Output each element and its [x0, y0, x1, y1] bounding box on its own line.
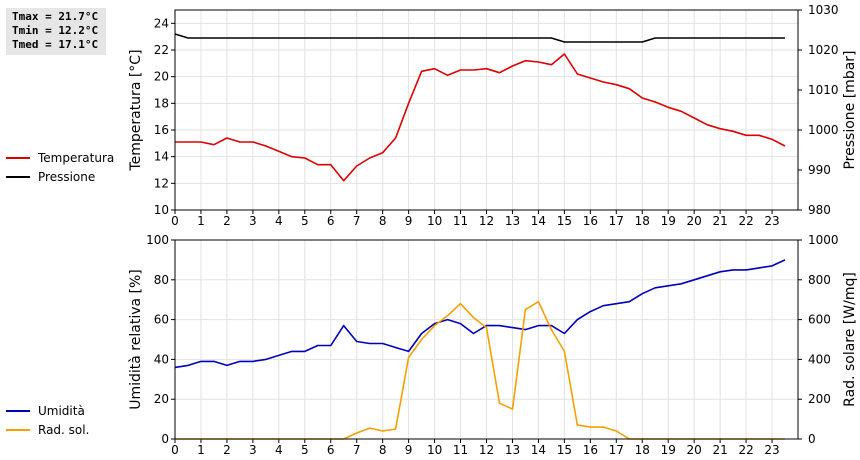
chart-2-x-tick-label: 17 [609, 443, 624, 457]
chart-1-x-tick-label: 19 [661, 214, 676, 228]
chart-1-x-tick-label: 12 [479, 214, 494, 228]
chart-1-x-tick-label: 4 [275, 214, 283, 228]
chart-1-x-tick-label: 20 [687, 214, 702, 228]
chart-1-x-tick-label: 21 [712, 214, 727, 228]
chart-2-y-tick-label: 0 [161, 432, 169, 446]
chart-1-y-tick-label: 24 [154, 16, 169, 30]
chart-2-x-tick-label: 21 [712, 443, 727, 457]
chart-2-x-tick-label: 22 [738, 443, 753, 457]
chart-2-x-tick-label: 11 [453, 443, 468, 457]
chart-1-y2-tick-label: 1020 [808, 43, 839, 57]
chart-2-x-tick-label: 8 [379, 443, 387, 457]
chart-1-series-2-line [174, 33, 785, 43]
tmax-label: Tmax = 21.7°C [12, 10, 99, 23]
chart-2-x-tick-label: 18 [635, 443, 650, 457]
chart-1-x-tick-label: 14 [531, 214, 546, 228]
chart-1-y-tick-label: 12 [154, 176, 169, 190]
chart-1-x-tick-label: 3 [249, 214, 257, 228]
chart-1-x-tick-label: 10 [427, 214, 442, 228]
tmin-label: Tmin = 12.2°C [12, 24, 99, 37]
chart-1-x-tick-label: 6 [327, 214, 335, 228]
chart-1-x-tick-label: 16 [583, 214, 598, 228]
chart-2-x-tick-label: 20 [687, 443, 702, 457]
chart-1-x-tick-label: 9 [405, 214, 413, 228]
chart-1-series-1-line [175, 53, 786, 182]
chart-2-x-tick-label: 2 [223, 443, 231, 457]
chart-2-y2-tick-label: 400 [808, 352, 831, 366]
chart-1-y2-tick-label: 980 [808, 203, 831, 217]
chart-2-frame [174, 239, 799, 440]
chart-2-x-tick-label: 4 [275, 443, 283, 457]
chart-1-y-axis-title: Temperatura [°C] [128, 49, 144, 171]
chart-1-frame [174, 9, 799, 211]
chart-1-y-tick-label: 20 [154, 70, 169, 84]
chart-2-y-tick-label: 100 [146, 233, 169, 247]
chart-2-x-tick-label: 15 [557, 443, 572, 457]
chart-1-y-tick-label: 14 [154, 150, 169, 164]
chart-1-x-tick-label: 23 [764, 214, 779, 228]
tmed-label: Tmed = 17.1°C [12, 38, 99, 51]
chart-2-y-tick-label: 80 [154, 273, 169, 287]
chart-2-x-tick-label: 1 [197, 443, 205, 457]
chart-2-x-tick-label: 7 [353, 443, 361, 457]
chart-2-y2-tick-label: 200 [808, 392, 831, 406]
chart-2-y2-axis-title: Rad. solare [W/mq] [842, 272, 858, 407]
chart-1-y-tick-label: 10 [154, 203, 169, 217]
chart-2-x-tick-label: 5 [301, 443, 309, 457]
chart-1-x-tick-label: 1 [197, 214, 205, 228]
chart-2-legend-label-1: Umidità [38, 404, 85, 418]
chart-2-legend-label-2: Rad. sol. [38, 423, 89, 437]
chart-2-y-tick-label: 40 [154, 352, 169, 366]
chart-1-x-tick-label: 11 [453, 214, 468, 228]
chart-2-x-tick-label: 23 [764, 443, 779, 457]
chart-2-x-tick-label: 13 [505, 443, 520, 457]
chart-1-y-tick-label: 22 [154, 43, 169, 57]
chart-1-x-tick-label: 2 [223, 214, 231, 228]
chart-1-x-tick-label: 18 [635, 214, 650, 228]
chart-2-y2-tick-label: 1000 [808, 233, 839, 247]
chart-2-y-tick-label: 20 [154, 392, 169, 406]
chart-2-x-tick-label: 10 [427, 443, 442, 457]
chart-1-x-tick-label: 15 [557, 214, 572, 228]
chart-1-x-tick-label: 22 [738, 214, 753, 228]
chart-1-y2-axis-title: Pressione [mbar] [842, 50, 858, 169]
chart-1-y-tick-label: 18 [154, 96, 169, 110]
chart-2-x-tick-label: 14 [531, 443, 546, 457]
chart-2-y-tick-label: 60 [154, 313, 169, 327]
chart-1-legend-label-1: Temperatura [37, 151, 114, 165]
stats-box: Tmax = 21.7°C Tmin = 12.2°C Tmed = 17.1°… [6, 8, 106, 55]
chart-2-x-tick-label: 19 [661, 443, 676, 457]
chart-2-y-axis-title: Umidità relativa [%] [128, 269, 144, 410]
chart-1-x-tick-label: 0 [171, 214, 179, 228]
chart-1-y2-tick-label: 1000 [808, 123, 839, 137]
chart-1-legend-label-2: Pressione [38, 170, 95, 184]
chart-1-x-tick-label: 7 [353, 214, 361, 228]
chart-1-y2-tick-label: 990 [808, 163, 831, 177]
chart-2-y2-tick-label: 600 [808, 313, 831, 327]
chart-2-series-1-line [174, 259, 786, 369]
chart-1-y2-tick-label: 1010 [808, 83, 839, 97]
chart-2-y2-tick-label: 800 [808, 273, 831, 287]
chart-2-x-tick-label: 3 [249, 443, 257, 457]
chart-1-x-tick-label: 8 [379, 214, 387, 228]
chart-1-x-tick-label: 5 [301, 214, 309, 228]
chart-2-x-tick-label: 9 [405, 443, 413, 457]
chart-2-x-tick-label: 16 [583, 443, 598, 457]
chart-2-x-tick-label: 0 [171, 443, 179, 457]
chart-2-x-tick-label: 6 [327, 443, 335, 457]
chart-1-x-tick-label: 17 [609, 214, 624, 228]
chart-2-y2-tick-label: 0 [808, 432, 816, 446]
chart-1-x-tick-label: 13 [505, 214, 520, 228]
chart-2-x-tick-label: 12 [479, 443, 494, 457]
chart-1-y2-tick-label: 1030 [808, 3, 839, 17]
chart-1-y-tick-label: 16 [154, 123, 169, 137]
